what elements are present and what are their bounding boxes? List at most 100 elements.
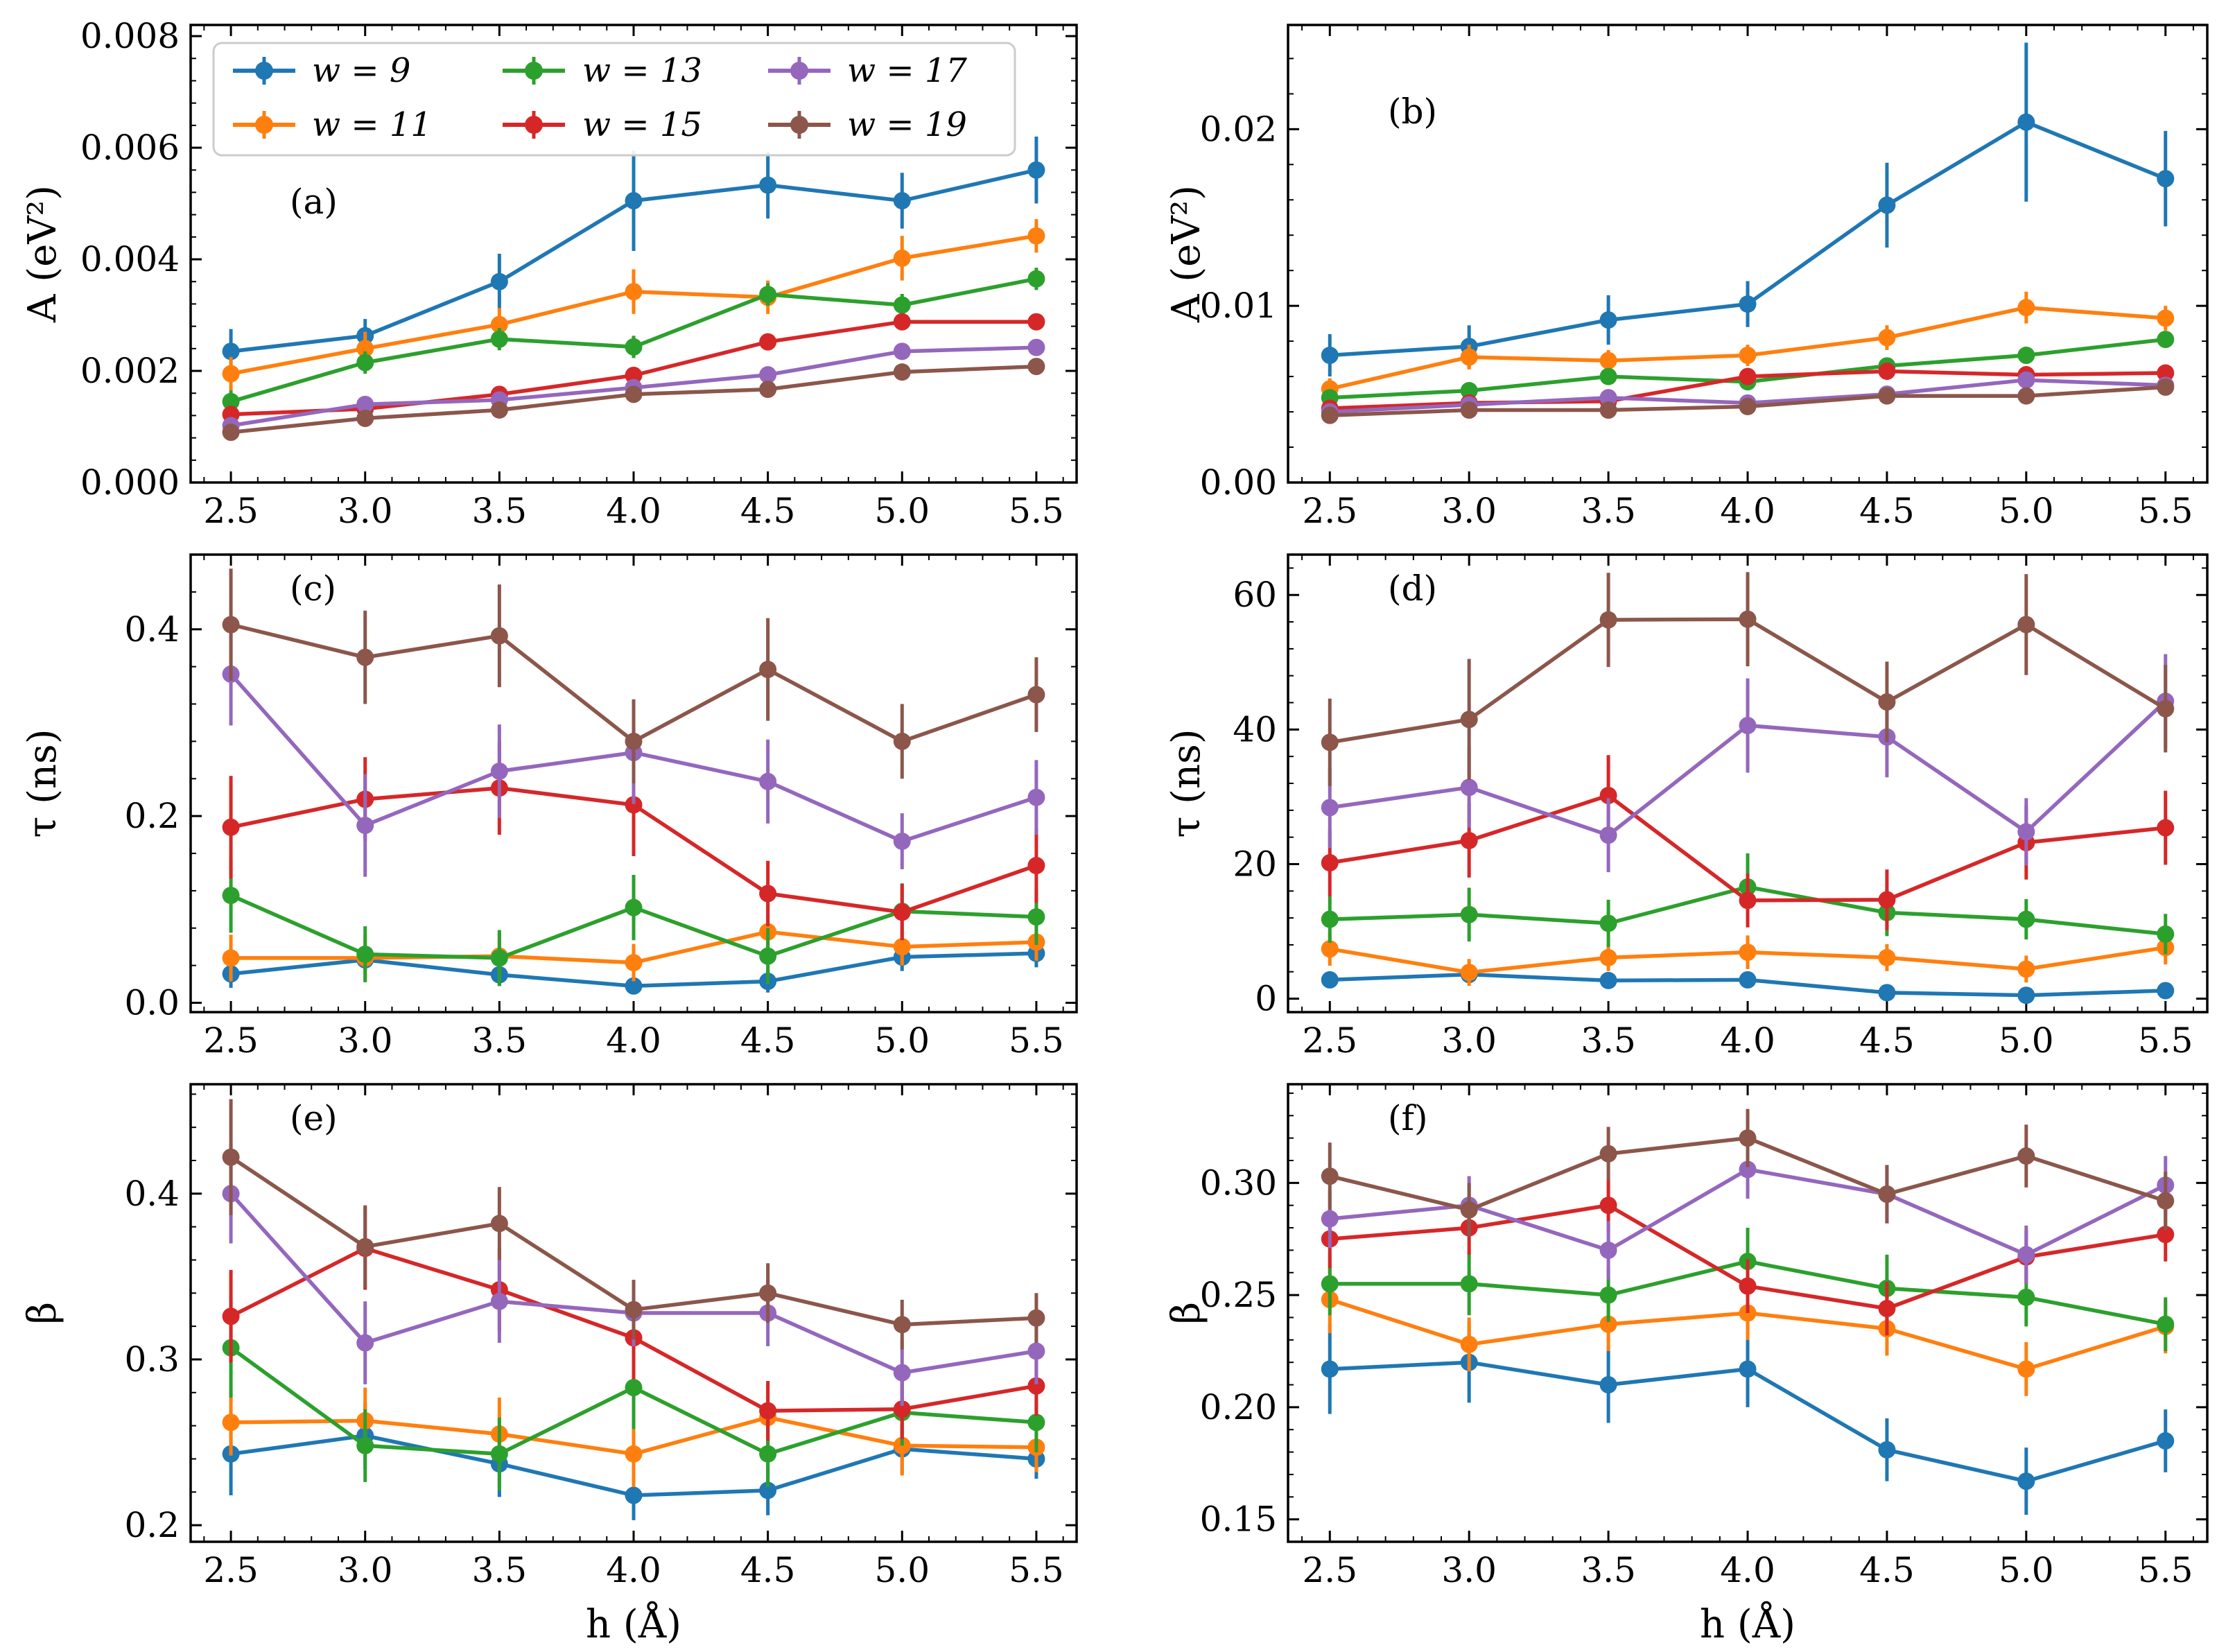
y-tick-label: 60 bbox=[1233, 575, 1277, 615]
data-point bbox=[1460, 832, 1478, 849]
legend-entry: w = 15 bbox=[503, 105, 702, 144]
series bbox=[1321, 572, 2175, 786]
x-tick-label: 4.0 bbox=[606, 491, 661, 531]
data-point bbox=[625, 192, 643, 210]
x-tick-label: 3.5 bbox=[1581, 491, 1636, 531]
data-point bbox=[356, 945, 374, 963]
data-point bbox=[2157, 925, 2175, 943]
x-tick-label: 4.5 bbox=[1859, 491, 1915, 531]
x-tick-label: 5.5 bbox=[2138, 491, 2193, 531]
data-point bbox=[2017, 1288, 2035, 1306]
data-point bbox=[1027, 358, 1045, 376]
panel: 2.5 3.0 3.5 4.0 4.5 5.0 5.5 0.15 0.20 0.25 0.30 β h … bbox=[1164, 1083, 2209, 1647]
data-point bbox=[1739, 397, 1757, 415]
data-point bbox=[2157, 1192, 2175, 1210]
data-point bbox=[1321, 910, 1339, 928]
data-point bbox=[1321, 1275, 1339, 1293]
data-point bbox=[893, 1400, 911, 1418]
data-point bbox=[759, 1481, 777, 1499]
data-point bbox=[759, 333, 777, 351]
legend-label: w = 19 bbox=[847, 105, 967, 144]
data-point bbox=[1460, 964, 1478, 982]
legend-swatch-marker bbox=[525, 62, 543, 80]
legend-swatch-marker bbox=[255, 62, 273, 80]
data-point bbox=[1739, 1277, 1757, 1295]
legend-entry: w = 13 bbox=[503, 51, 702, 90]
x-tick-label: 3.0 bbox=[338, 1020, 393, 1061]
data-point bbox=[625, 898, 643, 916]
x-axis-title: h (Å) bbox=[1700, 1601, 1795, 1647]
data-point bbox=[1599, 826, 1617, 844]
data-point bbox=[1321, 733, 1339, 751]
y-axis-title: A (eV²) bbox=[1164, 185, 1209, 323]
data-point bbox=[1321, 854, 1339, 872]
data-point bbox=[2017, 387, 2035, 405]
data-point bbox=[356, 340, 374, 358]
data-point bbox=[625, 1486, 643, 1504]
data-point bbox=[356, 1334, 374, 1352]
data-point bbox=[1027, 1309, 1045, 1327]
x-tick-label: 5.0 bbox=[875, 1020, 930, 1061]
data-point bbox=[625, 796, 643, 814]
data-point bbox=[222, 342, 240, 360]
data-point bbox=[1878, 693, 1896, 711]
x-tick-label: 3.0 bbox=[1441, 491, 1497, 531]
panel-label: (f) bbox=[1388, 1098, 1428, 1138]
data-point bbox=[759, 1402, 777, 1420]
x-tick-label: 3.5 bbox=[1581, 1550, 1636, 1590]
y-axis-title: A (eV²) bbox=[20, 185, 65, 323]
data-point bbox=[1599, 401, 1617, 419]
data-point bbox=[1878, 387, 1896, 405]
data-point bbox=[893, 363, 911, 381]
y-tick-label: 0.2 bbox=[124, 796, 180, 836]
data-point bbox=[1321, 940, 1339, 958]
x-tick-label: 2.5 bbox=[203, 1020, 259, 1061]
data-point bbox=[759, 366, 777, 384]
data-point bbox=[759, 947, 777, 965]
y-tick-label: 0.25 bbox=[1200, 1275, 1277, 1315]
data-point bbox=[893, 833, 911, 851]
data-point bbox=[490, 1292, 508, 1310]
x-tick-label: 4.0 bbox=[606, 1020, 661, 1061]
legend-swatch-marker bbox=[790, 62, 808, 80]
data-point bbox=[759, 661, 777, 679]
data-point bbox=[1321, 406, 1339, 424]
data-point bbox=[2017, 1472, 2035, 1490]
x-tick-label: 5.5 bbox=[1009, 491, 1064, 531]
data-point bbox=[356, 1237, 374, 1255]
data-point bbox=[1027, 1342, 1045, 1360]
data-point bbox=[1599, 367, 1617, 385]
data-point bbox=[222, 616, 240, 634]
data-point bbox=[625, 385, 643, 403]
x-tick-label: 5.5 bbox=[1009, 1550, 1064, 1590]
data-point bbox=[222, 1148, 240, 1166]
data-point bbox=[893, 732, 911, 750]
panel-label: (b) bbox=[1388, 92, 1437, 132]
data-point bbox=[625, 338, 643, 356]
data-point bbox=[1878, 984, 1896, 1002]
data-point bbox=[1027, 161, 1045, 179]
data-point bbox=[893, 1364, 911, 1382]
x-tick-label: 3.0 bbox=[1441, 1020, 1497, 1061]
data-point bbox=[1739, 610, 1757, 628]
y-tick-label: 0.02 bbox=[1200, 109, 1277, 149]
y-axis-title: β bbox=[20, 1302, 65, 1324]
x-tick-label: 5.0 bbox=[1999, 1020, 2054, 1061]
data-point bbox=[490, 272, 508, 290]
data-point bbox=[1321, 347, 1339, 365]
data-point bbox=[1739, 347, 1757, 365]
data-point bbox=[1027, 857, 1045, 875]
legend-swatch-marker bbox=[790, 116, 808, 134]
data-point bbox=[759, 1445, 777, 1463]
data-point bbox=[2157, 378, 2175, 396]
data-point bbox=[1599, 351, 1617, 369]
x-tick-label: 3.5 bbox=[472, 1550, 528, 1590]
data-point bbox=[222, 818, 240, 836]
x-tick-label: 5.0 bbox=[1999, 1550, 2054, 1590]
data-point bbox=[1878, 329, 1896, 347]
data-point bbox=[2157, 1226, 2175, 1244]
data-point bbox=[1460, 1275, 1478, 1293]
data-point bbox=[2157, 1432, 2175, 1450]
panel: 2.5 3.0 3.5 4.0 4.5 5.0 5.5 0.2 0.3 0.4 β h (Å) (e) bbox=[20, 1083, 1078, 1647]
data-point bbox=[490, 401, 508, 419]
